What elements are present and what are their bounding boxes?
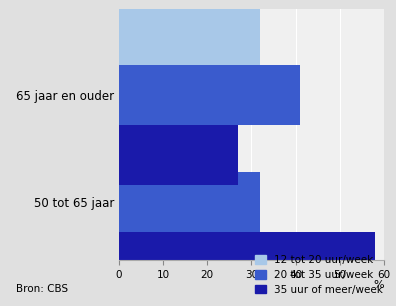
Bar [119, 65, 300, 125]
Bar [119, 5, 260, 65]
Text: Bron: CBS: Bron: CBS [16, 284, 68, 294]
Bar [119, 112, 163, 172]
Bar [119, 172, 260, 232]
Text: %: % [373, 280, 384, 290]
Legend: 12 tot 20 uur/week, 20 tot 35 uur/week, 35 uur of meer/week: 12 tot 20 uur/week, 20 tot 35 uur/week, … [255, 255, 383, 295]
Bar [119, 232, 375, 292]
Bar [119, 125, 238, 185]
